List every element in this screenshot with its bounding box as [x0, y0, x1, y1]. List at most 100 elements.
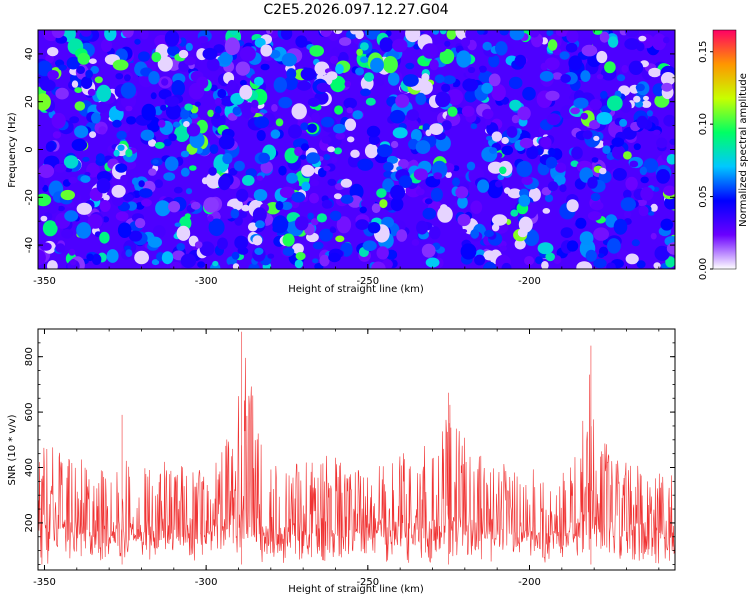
heatmap-cell: [395, 94, 410, 108]
heatmap-cell: [184, 103, 193, 111]
heatmap-cell: [217, 88, 227, 99]
heatmap-cell: [566, 30, 579, 43]
heatmap-cell: [61, 229, 74, 239]
heatmap-cell: [122, 30, 134, 38]
heatmap-cell: [184, 56, 196, 66]
x-tick-label: -200: [518, 577, 541, 588]
heatmap-cell: [661, 82, 673, 92]
heatmap-cell: [38, 193, 52, 207]
y-tick-label: 800: [24, 347, 35, 366]
heatmap-cell: [455, 186, 469, 199]
snr-y-axis-label: SNR (10 * v/v): [7, 414, 18, 485]
heatmap-cell: [58, 64, 67, 71]
heatmap-cell: [89, 131, 97, 139]
heatmap-cell: [344, 118, 357, 131]
heatmap-cell: [560, 74, 571, 83]
heatmap-cell: [613, 218, 628, 235]
heatmap-cell: [87, 88, 96, 96]
heatmap-cell: [631, 239, 640, 247]
colorbar-ticks: 0.00 0.05 0.10 0.15: [698, 41, 713, 280]
heatmap-cell: [178, 49, 189, 59]
heatmap-cell: [184, 213, 191, 219]
heatmap-cell: [77, 52, 91, 65]
heatmap-cell: [544, 57, 560, 71]
heatmap-cell: [575, 217, 587, 229]
heatmap-cell: [38, 249, 46, 266]
heatmap-cell: [55, 243, 66, 253]
heatmap-cell: [643, 95, 649, 101]
heatmap-cell: [375, 79, 385, 86]
heatmap-cell: [656, 169, 670, 184]
heatmap-cell: [76, 202, 93, 215]
heatmap-cell: [593, 258, 607, 269]
heatmap-cell: [429, 226, 441, 240]
heatmap-cell: [273, 77, 287, 93]
heatmap-cell: [167, 45, 180, 57]
heatmap-cell: [592, 30, 603, 35]
heatmap-cell: [541, 261, 549, 269]
heatmap-cell: [405, 30, 421, 43]
heatmap-cell: [267, 253, 275, 259]
heatmap-cell: [294, 259, 304, 269]
heatmap-cell: [333, 123, 346, 134]
heatmap-cell: [476, 30, 485, 35]
heatmap-cell: [386, 155, 398, 164]
heatmap-cell: [482, 41, 492, 51]
heatmap-cell: [652, 129, 661, 136]
heatmap-cell: [230, 208, 240, 219]
heatmap-cell: [125, 249, 133, 257]
heatmap-cell: [316, 82, 330, 93]
heatmap-cell: [518, 194, 531, 207]
heatmap-cell: [328, 252, 341, 263]
heatmap-cell: [168, 201, 181, 213]
heatmap-cell: [319, 228, 333, 242]
heatmap-cell: [68, 176, 78, 184]
snr-x-axis-label: Height of straight line (km): [288, 584, 424, 595]
heatmap-cell: [85, 69, 93, 79]
heatmap-cell: [125, 148, 133, 158]
heatmap-cell: [361, 198, 376, 209]
heatmap-cell: [553, 255, 562, 265]
heatmap-cell: [663, 185, 675, 196]
heatmap-cell: [80, 30, 92, 37]
heatmap-cell: [415, 188, 425, 196]
heatmap-cell: [74, 125, 89, 138]
heatmap-cell: [327, 146, 335, 153]
heatmap-cell: [213, 112, 221, 120]
heatmap-cell: [516, 160, 533, 178]
heatmap-cell: [235, 61, 251, 76]
snr-y-ticks: 200 400 600 800: [24, 328, 675, 565]
heatmap-cell: [666, 154, 675, 165]
heatmap-cell: [125, 105, 133, 112]
heatmap-cell: [253, 189, 268, 202]
heatmap-cell: [504, 187, 511, 194]
heatmap-cell: [231, 251, 240, 260]
heatmap-cell: [280, 30, 293, 40]
heatmap-cell: [278, 165, 287, 176]
colorbar-tick-label: 0.05: [698, 185, 709, 207]
heatmap-cell: [547, 39, 558, 51]
heatmap-cell: [362, 240, 377, 251]
heatmap-cell: [214, 106, 222, 115]
heatmap-cell: [422, 43, 438, 59]
y-tick-label: 200: [24, 513, 35, 532]
heatmap-cell: [185, 42, 193, 52]
heatmap-cell: [359, 206, 367, 214]
heatmap-cell: [103, 194, 110, 201]
heatmap-cell: [405, 62, 415, 70]
heatmap-cell: [521, 176, 533, 186]
heatmap-cell: [484, 229, 494, 238]
heatmap-cell: [321, 136, 332, 144]
heatmap-cell: [425, 129, 432, 137]
heatmap-cell: [148, 168, 157, 176]
heatmap-cell: [518, 216, 533, 233]
heatmap-cell: [232, 263, 240, 269]
heatmap-cell: [478, 65, 487, 73]
heatmap-cell: [154, 179, 163, 188]
heatmap-cell: [429, 59, 439, 71]
heatmap-cell: [526, 146, 539, 160]
heatmap-cell: [439, 30, 447, 35]
heatmap-cell: [444, 40, 451, 47]
heatmap-cell: [253, 76, 264, 86]
heatmap-cell: [203, 197, 219, 213]
